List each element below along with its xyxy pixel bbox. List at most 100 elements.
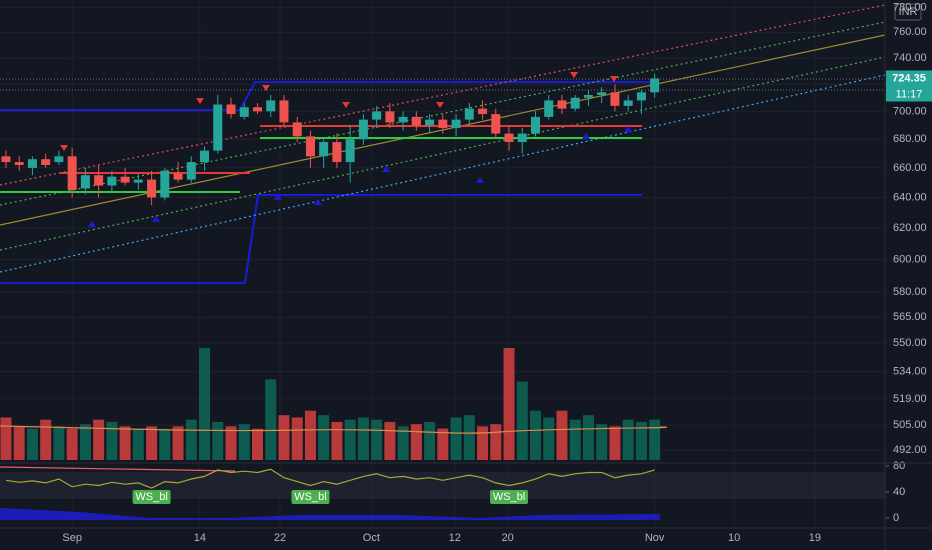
volume-bar <box>146 426 158 460</box>
volume-bar <box>291 417 303 460</box>
volume-bar <box>503 348 515 460</box>
volume-bar <box>185 419 197 460</box>
candle-body <box>478 108 488 115</box>
candle-body <box>107 176 117 186</box>
volume-bar <box>251 428 263 460</box>
volume-bar <box>53 426 65 460</box>
channel-lower <box>0 56 886 251</box>
currency: INR <box>899 6 918 18</box>
y-tick-label: 760.00 <box>893 26 927 38</box>
volume-bar <box>463 415 475 460</box>
volume-bar <box>450 417 462 460</box>
volume-bar <box>635 421 647 460</box>
x-tick-label: 10 <box>728 532 740 544</box>
rsi-label: WS_bl <box>493 491 525 503</box>
volume-bar <box>371 419 383 460</box>
x-tick-label: 20 <box>502 532 514 544</box>
volume-bar <box>622 419 634 460</box>
candle-body <box>583 95 593 98</box>
y-tick-label: 580.00 <box>893 286 927 298</box>
volume-bar <box>304 410 316 460</box>
y-tick-label: 620.00 <box>893 222 927 234</box>
y-tick-label: 640.00 <box>893 191 927 203</box>
volume-bar <box>530 410 542 460</box>
candle-body <box>464 108 474 120</box>
volume-bar <box>212 421 224 460</box>
rsi-label-box <box>132 490 171 504</box>
volume-bar <box>172 426 184 460</box>
volume-bar <box>543 417 555 460</box>
y-tick-label: 534.00 <box>893 365 927 377</box>
candle-body <box>54 156 64 163</box>
volume-bar <box>569 419 581 460</box>
candle-body <box>372 111 382 120</box>
channel-bottom <box>0 74 886 273</box>
volume-bar <box>596 424 608 460</box>
candle-body <box>266 100 276 112</box>
y-tick-label: 780.00 <box>893 1 927 13</box>
rsi-tick-label: 80 <box>893 460 905 472</box>
candle-body <box>305 136 315 157</box>
volume-bar <box>424 421 436 460</box>
lower-envelope <box>0 194 642 284</box>
candle-body <box>226 104 236 115</box>
candle-body <box>636 92 646 101</box>
indicator-histogram <box>0 508 660 520</box>
candle-body <box>80 175 90 189</box>
x-tick-label: 12 <box>449 532 461 544</box>
x-tick-label: Nov <box>645 532 665 544</box>
rsi-signal <box>0 466 236 472</box>
candle-body <box>570 97 580 109</box>
volume-bar <box>344 419 356 460</box>
volume-bar <box>159 428 171 460</box>
candle-body <box>1 156 11 163</box>
volume-bar <box>437 428 449 460</box>
volume-bar <box>384 421 396 460</box>
volume-bar <box>477 426 489 460</box>
rsi-tick-label: 0 <box>893 512 899 524</box>
candle-body <box>279 100 289 123</box>
volume-bar <box>40 419 52 460</box>
volume-bar <box>66 428 78 460</box>
volume-bar <box>106 421 118 460</box>
y-tick-label: 565.00 <box>893 311 927 323</box>
candle-body <box>120 176 130 183</box>
volume-bar <box>556 410 568 460</box>
y-tick-label: 505.00 <box>893 419 927 431</box>
channel-upper <box>0 21 886 206</box>
channel-top <box>0 4 886 186</box>
y-tick-label: 700.00 <box>893 105 927 117</box>
candle-body <box>597 92 607 96</box>
candle-body <box>531 116 541 134</box>
volume-bar <box>331 421 343 460</box>
volume-bar <box>0 417 12 460</box>
rsi-label: WS_bl <box>135 491 167 503</box>
last-price: 724.35 <box>892 72 926 84</box>
candle-body <box>41 159 51 165</box>
y-tick-label: 492.00 <box>893 444 927 456</box>
candle-body <box>213 104 223 151</box>
candle-body <box>200 150 210 163</box>
candle-body <box>491 114 501 134</box>
rsi-label-box <box>490 490 529 504</box>
volume-bar <box>582 415 594 460</box>
x-tick-label: 19 <box>809 532 821 544</box>
rsi-line <box>5 468 655 489</box>
y-tick-label: 550.00 <box>893 337 927 349</box>
volume-bar <box>199 348 211 460</box>
y-tick-label: 740.00 <box>893 52 927 64</box>
volume-bar <box>410 424 422 460</box>
candle-body <box>544 100 554 117</box>
volume-bar <box>119 426 131 460</box>
x-tick-label: Oct <box>363 532 380 544</box>
candle-body <box>292 122 302 137</box>
rsi-label: WS_bl <box>294 491 326 503</box>
candle-body <box>252 107 262 112</box>
currency-box <box>894 3 922 21</box>
candle-body <box>385 111 395 123</box>
volume-bar <box>93 419 105 460</box>
volume-bar <box>225 426 237 460</box>
candle-body <box>173 173 183 180</box>
candle-body <box>133 179 143 183</box>
